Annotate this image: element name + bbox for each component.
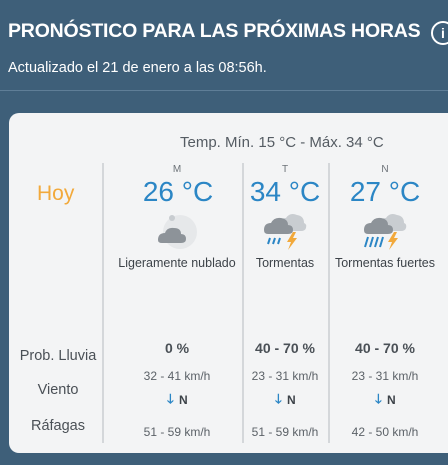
temperature-night: 27 °C bbox=[349, 176, 421, 207]
wind-speed-night: 23 - 31 km/h bbox=[351, 369, 419, 383]
period-code-night: N bbox=[381, 164, 389, 175]
wind-arrow-icon: 🡓 bbox=[375, 391, 382, 406]
wind-speed-morning: 32 - 41 km/h bbox=[143, 369, 211, 383]
updated-timestamp: Actualizado el 21 de enero a las 08:56h. bbox=[8, 60, 267, 76]
heavy-thunderstorm-icon bbox=[364, 214, 407, 250]
wind-arrow-icon: 🡓 bbox=[167, 391, 174, 406]
partly-cloudy-icon bbox=[158, 215, 197, 249]
rain-probability-afternoon: 40 - 70 % bbox=[255, 340, 315, 356]
column-separator bbox=[102, 163, 104, 443]
wind-arrow-icon: 🡓 bbox=[275, 391, 282, 406]
period-code-afternoon: T bbox=[281, 164, 289, 175]
wind-direction-night: N bbox=[387, 393, 396, 407]
temperature-afternoon: 34 °C bbox=[249, 176, 321, 207]
column-separator bbox=[242, 163, 244, 443]
forecast-card bbox=[9, 113, 448, 453]
wind-direction-morning: N bbox=[179, 393, 188, 407]
rain-probability-morning: 0 % bbox=[164, 340, 190, 356]
wind-speed-afternoon: 23 - 31 km/h bbox=[251, 369, 319, 383]
temperature-morning: 26 °C bbox=[142, 176, 214, 207]
gusts-label: Ráfagas bbox=[30, 418, 85, 434]
wind-direction-afternoon: N bbox=[287, 393, 296, 407]
period-code-morning: M bbox=[172, 164, 182, 175]
description-afternoon: Tormentas bbox=[255, 256, 315, 270]
gusts-night: 42 - 50 km/h bbox=[351, 425, 419, 439]
wind-label: Viento bbox=[37, 382, 79, 398]
rain-probability-night: 40 - 70 % bbox=[355, 340, 415, 356]
description-morning: Ligeramente nublado bbox=[118, 256, 236, 270]
info-icon[interactable]: i bbox=[431, 21, 448, 45]
column-separator bbox=[328, 163, 330, 443]
page-title: PRONÓSTICO PARA LAS PRÓXIMAS HORAS bbox=[8, 20, 421, 42]
description-night: Tormentas fuertes bbox=[334, 256, 436, 270]
rain-probability-label: Prob. Lluvia bbox=[19, 348, 97, 364]
day-label: Hoy bbox=[37, 182, 75, 205]
header-divider bbox=[0, 90, 448, 91]
temp-range: Temp. Mín. 15 °C - Máx. 34 °C bbox=[180, 134, 384, 151]
gusts-morning: 51 - 59 km/h bbox=[143, 425, 211, 439]
gusts-afternoon: 51 - 59 km/h bbox=[251, 425, 319, 439]
thunderstorm-icon bbox=[264, 214, 307, 250]
